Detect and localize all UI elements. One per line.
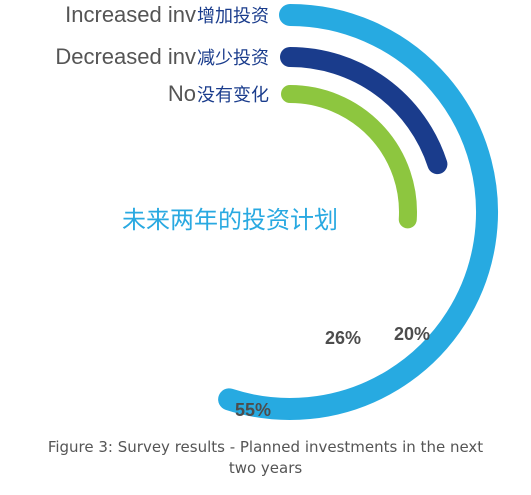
legend-label-zh-decreased: 减少投资 — [197, 48, 269, 69]
legend-label-en-increased: Increased inv — [65, 2, 196, 27]
arc-decreased — [280, 47, 448, 175]
chart-title: 未来两年的投资计划 — [122, 206, 338, 234]
value-label-no-change: 26% — [325, 328, 361, 348]
value-label-decreased: 20% — [394, 324, 430, 344]
label-group: Increased inv 增加投资 55% Decreased inv 减少投资 20%… — [55, 2, 430, 420]
arc-no-change — [281, 85, 417, 229]
value-label-increased: 55% — [235, 400, 271, 420]
arc-group — [218, 4, 498, 420]
figure-caption-line-2: two years — [228, 459, 303, 477]
arc-increased — [218, 4, 498, 420]
figure-caption-line-1: Figure 3: Survey results - Planned inves… — [47, 438, 484, 456]
legend-label-en-no-change: No — [168, 81, 196, 106]
legend-label-zh-no-change: 没有变化 — [197, 85, 269, 106]
legend-label-en-decreased: Decreased inv — [55, 44, 196, 69]
legend-label-zh-increased: 增加投资 — [197, 6, 269, 27]
